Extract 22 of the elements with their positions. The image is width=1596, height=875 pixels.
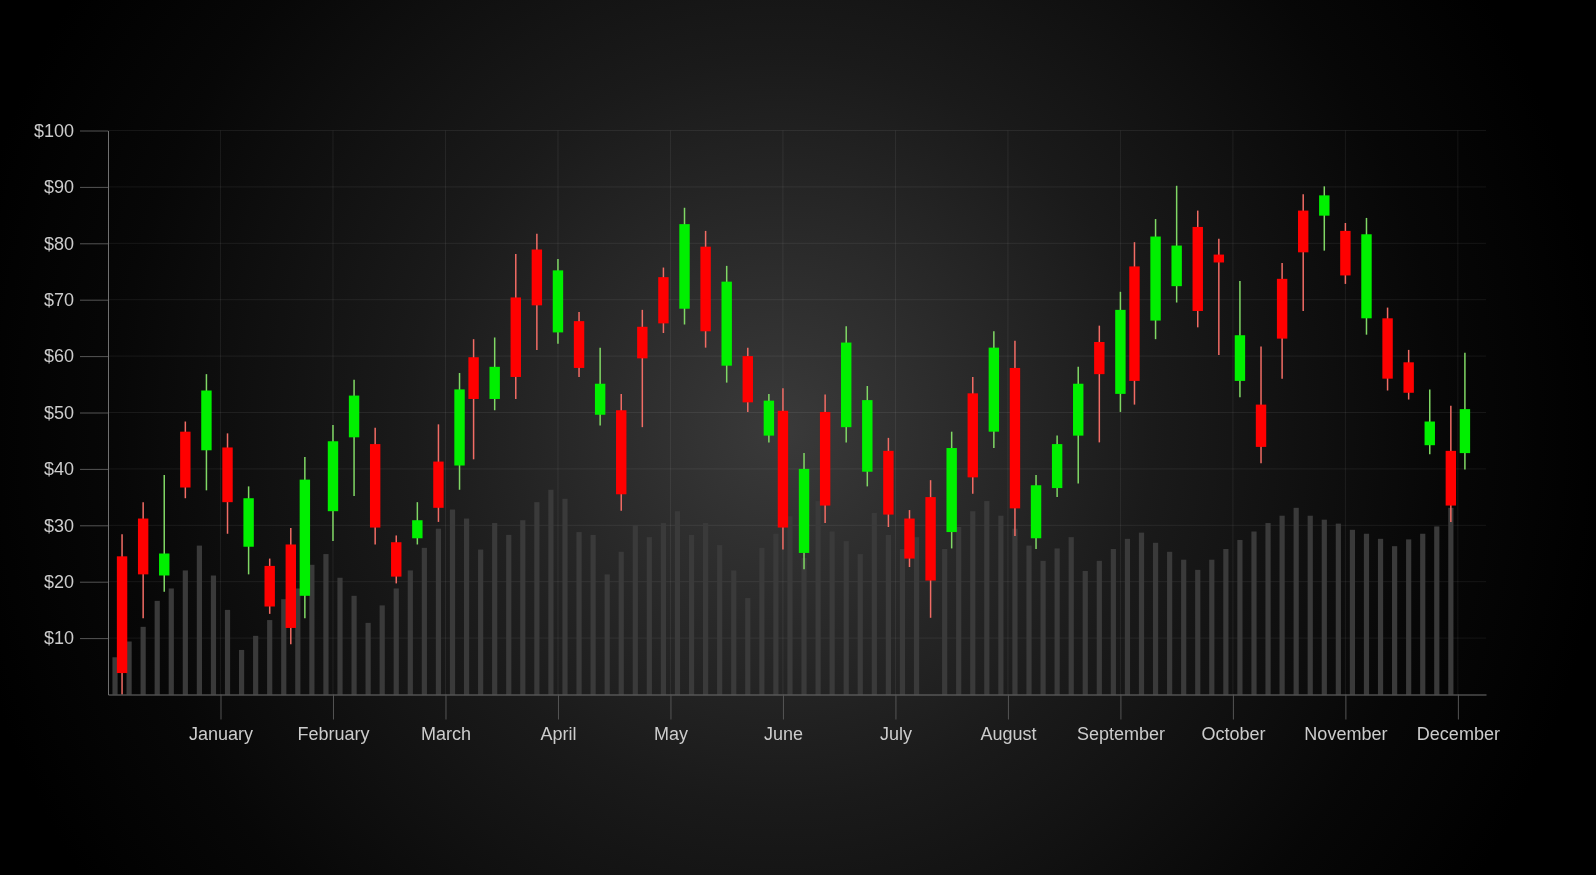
y-tick-label: $100 xyxy=(33,120,74,141)
x-tick-label: April xyxy=(540,724,577,745)
y-tick-label: $30 xyxy=(43,515,74,536)
y-tick-label: $20 xyxy=(43,571,74,592)
x-tick-label: January xyxy=(188,724,254,745)
y-tick-label: $80 xyxy=(43,233,74,254)
y-tick-label: $10 xyxy=(43,628,74,649)
x-tick-label: November xyxy=(1304,724,1388,745)
y-tick-label: $40 xyxy=(43,459,74,480)
x-tick-label: February xyxy=(297,724,370,745)
x-tick-label: March xyxy=(420,724,471,745)
x-tick-label: June xyxy=(763,724,803,745)
y-tick-label: $70 xyxy=(43,289,74,310)
x-tick-label: August xyxy=(980,724,1037,745)
x-tick-label: July xyxy=(879,724,912,745)
x-tick-label: September xyxy=(1076,724,1165,745)
x-tick-label: October xyxy=(1201,724,1266,745)
x-tick-label: December xyxy=(1416,724,1500,745)
y-tick-label: $50 xyxy=(43,402,74,423)
y-tick-label: $60 xyxy=(43,346,74,367)
x-tick-label: May xyxy=(653,724,688,745)
y-tick-label: $90 xyxy=(43,177,74,198)
